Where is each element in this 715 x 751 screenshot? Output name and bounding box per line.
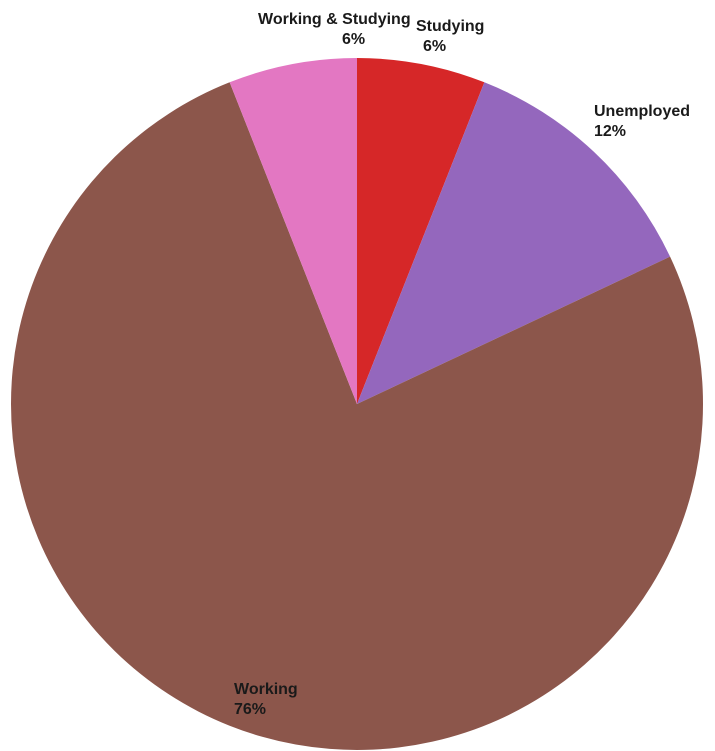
slice-label-working-studying: Working & Studying 6% bbox=[258, 11, 415, 48]
pie-slices bbox=[11, 58, 704, 751]
slice-name-unemployed: Unemployed bbox=[594, 103, 690, 120]
slice-label-working: Working 76% bbox=[234, 681, 302, 718]
pie-slice-working bbox=[11, 82, 704, 751]
slice-label-unemployed: Unemployed 12% bbox=[594, 103, 694, 140]
slice-name-working: Working bbox=[234, 681, 298, 698]
slice-value-working: 76% bbox=[234, 701, 266, 718]
slice-name-studying: Studying bbox=[416, 18, 484, 35]
pie-slice-working-studying bbox=[229, 58, 357, 404]
pie-labels: Studying 6% Unemployed 12% Working 76% W… bbox=[234, 11, 694, 718]
slice-value-studying: 6% bbox=[423, 38, 446, 55]
slice-value-unemployed: 12% bbox=[594, 123, 626, 140]
slice-value-working-studying: 6% bbox=[342, 31, 365, 48]
slice-label-studying: Studying 6% bbox=[416, 18, 489, 55]
slice-name-working-studying: Working & Studying bbox=[258, 11, 411, 28]
pie-slice-studying bbox=[357, 58, 485, 404]
pie-slice-unemployed bbox=[357, 82, 671, 405]
